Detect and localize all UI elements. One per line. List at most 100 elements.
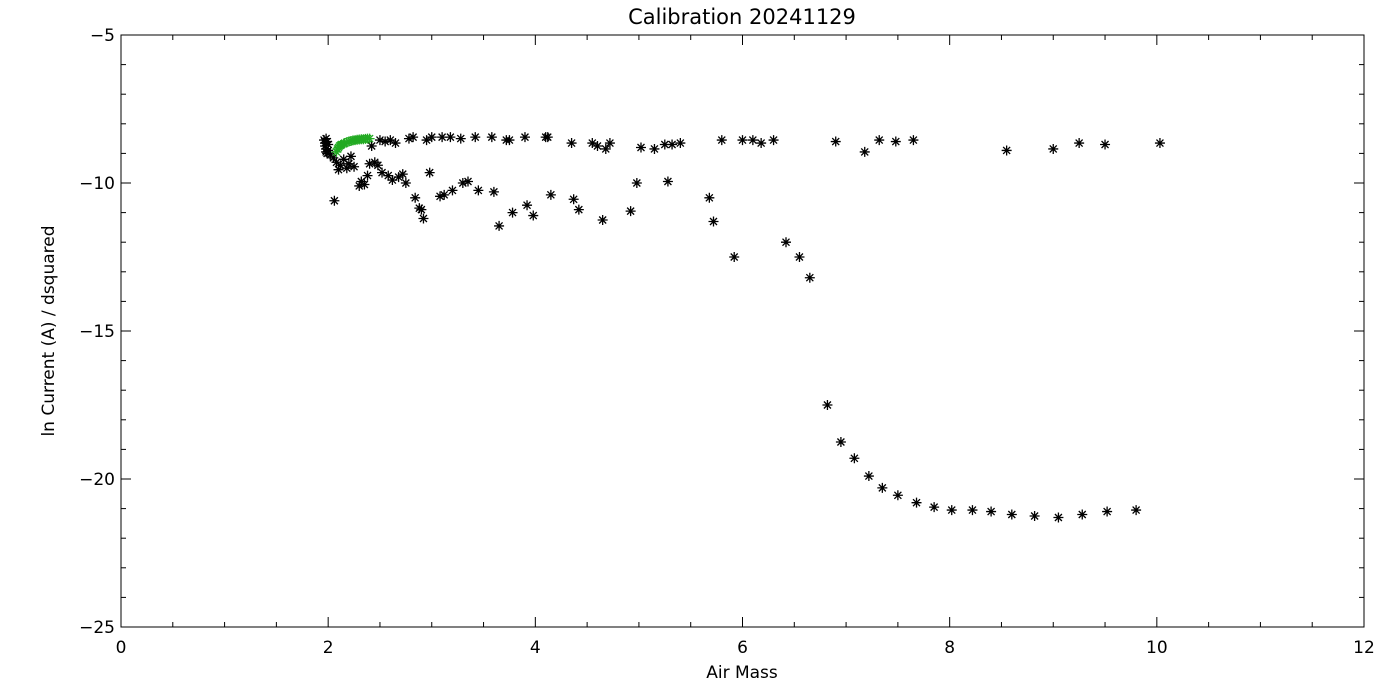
data-point-black [486, 132, 497, 143]
x-tick-label: 10 [1146, 638, 1168, 658]
data-point-black [573, 204, 584, 215]
data-point-black [1074, 138, 1085, 149]
data-point-black [929, 502, 940, 513]
data-point-black [835, 437, 846, 447]
x-tick-label: 8 [944, 638, 955, 658]
data-point-black [445, 132, 456, 143]
data-point-black [418, 213, 429, 224]
data-point-black [435, 191, 446, 202]
data-point-black [1102, 506, 1113, 517]
data-point-black [908, 135, 919, 146]
data-point-black [1131, 505, 1142, 516]
data-point-black [667, 139, 678, 150]
y-tick-label: −25 [79, 618, 115, 638]
data-point-black [345, 151, 356, 162]
data-point-black [362, 170, 373, 181]
data-point-black [597, 215, 608, 225]
data-point-black [473, 185, 484, 196]
data-points [319, 132, 1165, 523]
data-point-black [366, 141, 377, 151]
data-point-black [329, 195, 340, 206]
data-point-black [403, 133, 414, 144]
data-point-black [1154, 138, 1165, 149]
data-point-black [649, 143, 660, 154]
data-point-black [804, 272, 815, 283]
data-point-black [439, 189, 450, 200]
data-point-black [372, 160, 383, 171]
data-point-black [377, 167, 388, 178]
data-point-black [457, 178, 468, 188]
data-point-black [1029, 511, 1040, 521]
data-point-black [675, 138, 686, 149]
data-point-black [729, 252, 740, 262]
data-point-black [604, 138, 615, 149]
data-point-black [662, 176, 673, 187]
data-point-black [323, 139, 334, 150]
data-point-black [400, 178, 411, 188]
x-axis-label: Air Mass [706, 663, 778, 683]
data-point-black [333, 164, 344, 175]
data-point-black [1100, 139, 1111, 150]
y-tick-label: −10 [79, 174, 115, 194]
data-point-black [519, 132, 530, 143]
data-point-black [507, 207, 518, 218]
data-point-black [863, 471, 874, 482]
data-point-black [545, 189, 556, 200]
data-point-black [704, 192, 715, 203]
data-point-black [385, 135, 396, 146]
data-point-black [600, 143, 611, 154]
data-point-black [911, 497, 922, 508]
y-tick-label: −15 [79, 322, 115, 342]
data-point-black [341, 163, 352, 174]
data-point-black [323, 145, 334, 156]
data-point-black [716, 135, 727, 146]
data-point-black [383, 170, 394, 181]
data-point-black [542, 132, 553, 143]
data-point-black [794, 252, 805, 262]
data-point-black [387, 175, 398, 186]
data-point-black [587, 138, 598, 149]
data-point-black [566, 138, 577, 149]
y-tick-label: −20 [79, 470, 115, 490]
data-point-black [849, 453, 860, 464]
data-point-black [343, 158, 354, 169]
x-tick-label: 4 [530, 638, 541, 658]
data-point-black [380, 136, 391, 147]
data-point-green [339, 138, 350, 149]
data-point-black [349, 161, 360, 172]
x-tick-label: 0 [116, 638, 127, 658]
data-point-black [321, 133, 332, 144]
data-point-black [708, 216, 719, 227]
chart-title: Calibration 20241129 [628, 5, 856, 29]
data-point-black [354, 180, 365, 191]
data-point-black [635, 142, 646, 153]
data-point-black [874, 135, 885, 146]
data-point-black [1006, 509, 1017, 520]
data-point-black [830, 136, 841, 147]
data-point-black [890, 136, 901, 147]
data-point-black [328, 152, 339, 163]
data-point-black [408, 132, 419, 143]
data-point-black [320, 141, 331, 151]
data-point-black [631, 178, 642, 188]
axis-ticks [120, 34, 1365, 628]
axis-tick-labels: 0 2 4 6 8 10 12 −25 −20 −15 −10 −5 [79, 26, 1375, 658]
data-point-black [426, 132, 437, 143]
data-point-black [946, 505, 957, 516]
data-point-black [528, 210, 539, 221]
data-point-black [359, 179, 370, 190]
data-point-black [335, 160, 346, 171]
data-point-black [877, 482, 888, 493]
data-point-black [322, 148, 333, 159]
data-point-black [1053, 512, 1064, 523]
x-tick-label: 12 [1353, 638, 1375, 658]
data-point-black [410, 192, 421, 203]
data-point-black [1077, 509, 1088, 520]
data-point-black [1001, 145, 1012, 156]
data-point-black [747, 135, 758, 146]
y-axis-label: ln Current (A) / dsquared [39, 225, 59, 436]
data-point-black [568, 194, 579, 205]
data-point-black [463, 176, 474, 187]
